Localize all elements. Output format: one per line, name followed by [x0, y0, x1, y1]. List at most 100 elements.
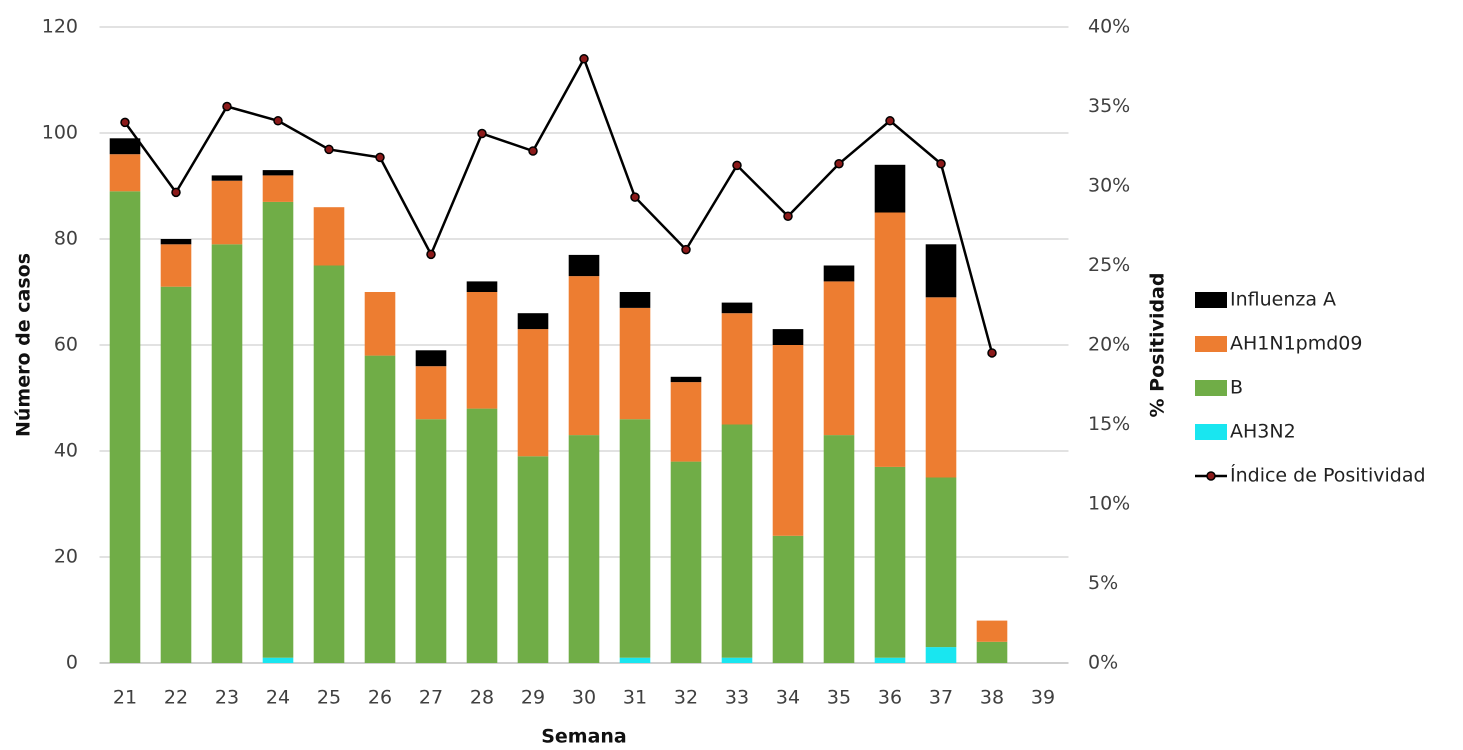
bar: [976, 641, 1008, 663]
bar: [466, 408, 498, 663]
bar: [670, 382, 702, 462]
line-marker: [783, 211, 793, 221]
line-marker: [426, 249, 436, 260]
bar: [262, 201, 294, 658]
bar: [721, 313, 753, 425]
bar: [568, 254, 600, 277]
x-tick-label: 27: [419, 687, 443, 709]
bar: [874, 466, 906, 658]
line-marker: [120, 117, 130, 128]
legend-swatch: [1195, 424, 1227, 440]
y2-tick-label: 40%: [1088, 16, 1130, 38]
bar: [619, 657, 651, 663]
y-tick-label: 40: [54, 440, 78, 462]
y2-tick-label: 10%: [1088, 493, 1130, 515]
bar: [823, 435, 855, 663]
bar: [415, 350, 447, 367]
legend-label: AH3N2: [1230, 421, 1296, 443]
line-marker: [273, 116, 283, 126]
bar: [211, 175, 243, 181]
x-tick-label: 21: [113, 687, 137, 709]
bar: [364, 355, 396, 663]
bar: [517, 329, 549, 457]
bar: [925, 244, 957, 298]
y2-tick-label: 15%: [1088, 413, 1130, 435]
bar: [109, 138, 141, 155]
legend-swatch: [1195, 380, 1227, 396]
line-marker: [936, 158, 946, 169]
line-marker: [885, 116, 895, 126]
bar: [160, 239, 192, 245]
bar: [823, 265, 855, 282]
line-marker: [477, 128, 487, 139]
bar: [619, 307, 651, 420]
x-tick-label: 36: [878, 687, 902, 709]
line-marker: [630, 192, 640, 202]
bar: [874, 212, 906, 467]
x-tick-label: 26: [368, 687, 392, 709]
legend-label: B: [1230, 377, 1243, 399]
bar: [466, 292, 498, 409]
bar: [568, 276, 600, 436]
bar: [772, 329, 804, 345]
y-tick-label: 0: [66, 652, 78, 674]
y2-tick-label: 30%: [1088, 175, 1130, 197]
bar: [976, 620, 1008, 642]
bar: [415, 366, 447, 420]
line-marker: [171, 187, 181, 198]
y-tick-label: 120: [42, 16, 78, 38]
bar: [619, 292, 651, 308]
bar: [517, 313, 549, 330]
bar: [925, 477, 957, 648]
bar: [874, 164, 906, 213]
line-marker: [987, 348, 997, 358]
bar: [823, 281, 855, 436]
bar: [721, 657, 753, 663]
x-tick-label: 28: [470, 687, 494, 709]
legend-label: Influenza A: [1230, 289, 1336, 311]
line-marker: [579, 54, 589, 64]
x-tick-label: 23: [215, 687, 239, 709]
y-tick-label: 60: [54, 334, 78, 356]
x-tick-label: 22: [164, 687, 188, 709]
line-marker: [732, 160, 742, 171]
legend-swatch: [1206, 471, 1216, 481]
x-tick-label: 39: [1031, 687, 1055, 709]
y-tick-label: 80: [54, 228, 78, 250]
bar: [364, 292, 396, 356]
line-marker: [324, 144, 334, 155]
bar: [211, 180, 243, 245]
legend-label: AH1N1pmd09: [1230, 333, 1362, 355]
x-tick-label: 38: [980, 687, 1004, 709]
legend-swatch: [1195, 292, 1227, 308]
bar: [262, 175, 294, 202]
bar: [517, 456, 549, 663]
y2-tick-label: 35%: [1088, 95, 1130, 117]
bar: [874, 657, 906, 663]
x-tick-label: 30: [572, 687, 596, 709]
x-tick-label: 24: [266, 687, 290, 709]
bar: [109, 154, 141, 192]
line-marker: [222, 101, 232, 112]
y2-tick-label: 20%: [1088, 334, 1130, 356]
y-tick-label: 100: [42, 122, 78, 144]
x-tick-label: 37: [929, 687, 953, 709]
line-marker: [375, 152, 385, 163]
line-marker: [528, 146, 538, 156]
bar: [313, 265, 345, 663]
bar: [670, 461, 702, 663]
bar: [721, 424, 753, 658]
x-tick-label: 32: [674, 687, 698, 709]
y2-tick-label: 5%: [1088, 572, 1118, 594]
bar: [313, 207, 345, 266]
x-tick-label: 34: [776, 687, 800, 709]
bar: [262, 170, 294, 176]
bar: [568, 435, 600, 663]
bar: [925, 647, 957, 663]
y2-tick-label: 0%: [1088, 652, 1118, 674]
bar: [772, 535, 804, 663]
x-tick-label: 25: [317, 687, 341, 709]
y-axis-title: Número de casos: [13, 253, 35, 437]
legend-label: Índice de Positividad: [1230, 464, 1426, 487]
